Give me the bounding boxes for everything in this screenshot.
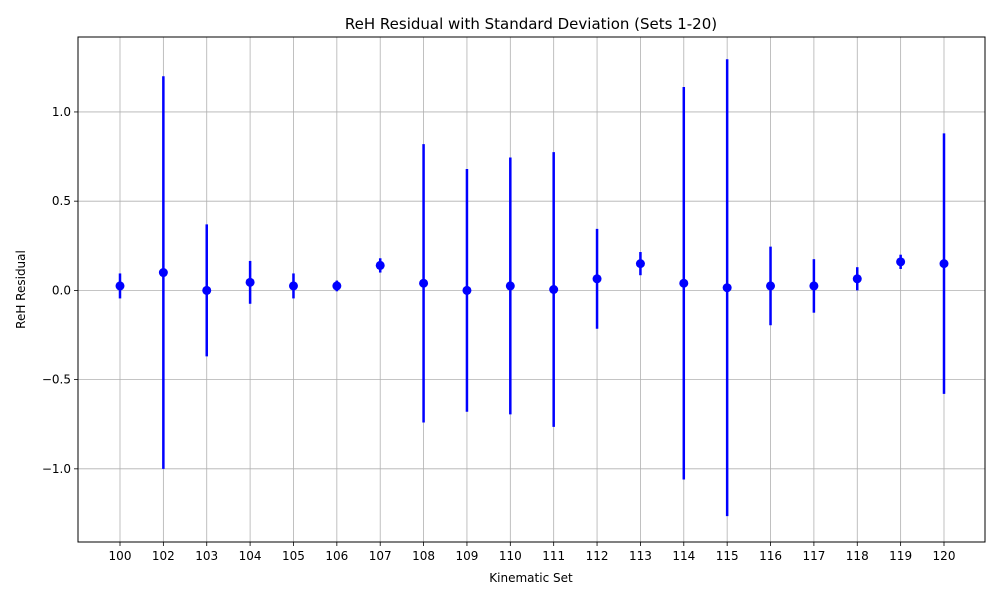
x-tick-label: 107 — [369, 549, 392, 563]
data-point — [549, 285, 559, 294]
y-tick-label: −0.5 — [42, 373, 71, 387]
y-axis-label: ReH Residual — [14, 250, 28, 329]
data-point — [202, 285, 212, 295]
data-point — [939, 259, 949, 269]
x-tick-label: 115 — [716, 549, 739, 563]
data-point — [679, 278, 689, 288]
x-tick-label: 102 — [152, 549, 175, 563]
x-axis-label: Kinematic Set — [489, 571, 573, 585]
y-tick-label: 1.0 — [52, 105, 71, 119]
data-point — [896, 257, 906, 267]
data-point — [505, 281, 515, 291]
x-tick-label: 108 — [412, 549, 435, 563]
x-tick-label: 118 — [846, 549, 869, 563]
data-point — [332, 281, 342, 291]
x-tick-label: 100 — [109, 549, 132, 563]
data-series — [115, 59, 949, 517]
x-tick-label: 103 — [195, 549, 218, 563]
x-tick-label: 116 — [759, 549, 782, 563]
data-point — [722, 283, 732, 293]
x-tick-label: 104 — [239, 549, 262, 563]
data-point — [592, 274, 602, 284]
data-point — [158, 268, 168, 278]
x-tick-label: 119 — [889, 549, 912, 563]
x-tick-label: 110 — [499, 549, 522, 563]
y-tick-label: 0.0 — [52, 283, 71, 297]
y-tick-label: −1.0 — [42, 462, 71, 476]
data-point — [115, 281, 125, 291]
data-point — [852, 274, 862, 284]
chart-title: ReH Residual with Standard Deviation (Se… — [345, 15, 717, 33]
x-tick-label: 105 — [282, 549, 305, 563]
x-tick-label: 120 — [933, 549, 956, 563]
data-point — [462, 285, 472, 295]
x-tick-label: 111 — [542, 549, 565, 563]
data-point — [288, 281, 298, 291]
data-point — [375, 260, 385, 270]
y-tick-label: 0.5 — [52, 194, 71, 208]
data-point — [635, 259, 645, 269]
x-tick-label: 106 — [325, 549, 348, 563]
data-point — [245, 277, 255, 287]
axes: 100 102 103 104 105 106 107 108 109 110 111 112 113 1… — [42, 105, 956, 563]
data-point — [766, 281, 776, 291]
x-tick-label: 109 — [455, 549, 478, 563]
plot-area-frame — [77, 36, 986, 543]
x-tick-label: 114 — [672, 549, 695, 563]
data-point — [809, 281, 819, 291]
x-tick-label: 117 — [802, 549, 825, 563]
x-tick-label: 113 — [629, 549, 652, 563]
data-point — [419, 278, 429, 288]
x-tick-label: 112 — [586, 549, 609, 563]
